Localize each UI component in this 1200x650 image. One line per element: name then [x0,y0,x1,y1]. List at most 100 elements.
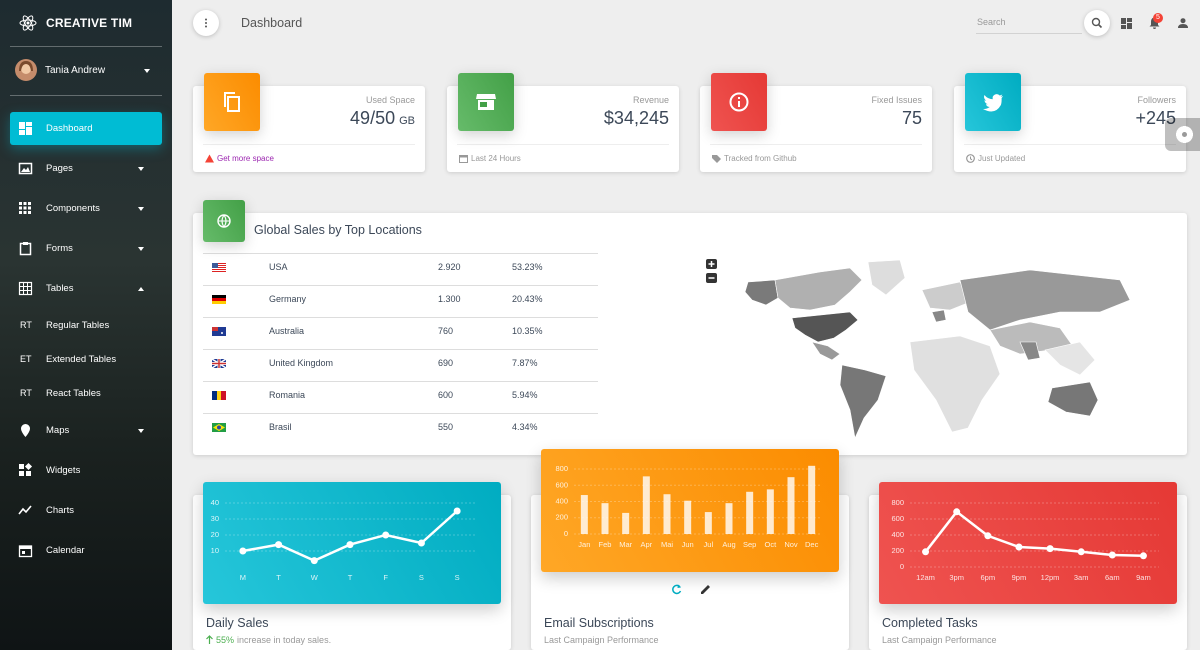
x-tick-label: 3am [1074,573,1089,582]
menu-item[interactable]: Calendar [10,534,162,567]
sales-share: 20.43% [512,294,543,304]
avatar-hair [19,61,33,71]
i [26,471,31,476]
g [738,101,740,107]
menu-item[interactable]: RT Regular Tables [10,309,162,342]
i [18,281,33,296]
x-tick-label: Dec [805,540,819,549]
y-tick-label: 400 [555,497,568,506]
point [239,547,247,555]
y-tick-label: 200 [891,546,904,555]
menu-item[interactable]: Forms [10,232,162,265]
menu-item[interactable]: Components [10,192,162,225]
edit-button[interactable] [700,584,711,595]
sales-amount: 690 [438,358,454,368]
stat-icon [458,73,514,131]
page-title[interactable]: Dashboard [241,16,303,30]
menu-icon [18,281,33,296]
stat-footer[interactable]: Get more space [217,154,274,163]
menu-item[interactable]: Charts [10,494,162,527]
caret-shape [144,69,150,73]
chart-subtitle: 55% increase in today sales. [206,635,331,645]
notification-badge[interactable]: 5 [1153,13,1163,23]
x-tick-label: Sep [743,540,756,549]
land [839,364,887,440]
world-map [706,259,1131,440]
sales-icon [203,200,245,242]
caret-shape [138,167,144,171]
land [931,309,947,323]
menu-item[interactable]: ET Extended Tables [10,343,162,376]
g [712,155,721,163]
i [19,206,22,210]
menu-abbr: RT [20,388,32,398]
i [1121,18,1126,24]
menu-icon [21,424,30,437]
globe-glyph [217,214,231,228]
point [346,541,354,549]
flag [212,327,226,336]
menu-item[interactable]: Widgets [10,454,162,487]
f [212,263,218,268]
x-tick-label: 9pm [1012,573,1027,582]
icon-glyph [729,92,749,112]
country: Germany [269,294,307,304]
g [701,585,710,594]
f [212,263,226,264]
i [23,242,28,245]
menu-item[interactable]: Dashboard [10,112,162,145]
menu-icon [18,162,33,175]
shoulders [1178,24,1188,28]
i [19,122,25,129]
divider [964,144,1176,145]
chart-subtitle: Last Campaign Performance [882,635,997,645]
profile-icon[interactable] [1178,18,1188,28]
f [212,301,226,304]
sales-amount: 1.300 [438,294,461,304]
x-tick-label: M [240,573,246,582]
menu-item[interactable]: Maps [10,414,162,447]
f [212,298,226,301]
menu-label: Extended Tables [46,354,117,365]
menu-item[interactable]: RT React Tables [10,377,162,410]
i [22,551,25,554]
footer-icon [712,155,721,163]
stat-value: $34,245 [604,108,669,129]
divider [203,144,415,145]
i [28,206,31,210]
bar [766,489,774,534]
x-tick-label: Mai [661,540,673,549]
x-tick-label: 12pm [1041,573,1060,582]
stat-value: 49/50 GB [350,108,415,129]
user-name[interactable]: Tania Andrew [45,65,106,76]
i [23,202,27,205]
menu-icon [19,202,31,214]
avatar [15,59,37,81]
f [212,327,218,331]
menu-label: Calendar [46,545,85,556]
menu-item[interactable]: Tables [10,272,162,305]
stat-number: +245 [1135,108,1176,128]
y-tick-label: 0 [564,529,568,538]
caret [138,429,144,433]
refresh-button[interactable] [671,584,682,595]
apps-icon[interactable] [1121,18,1132,29]
point [1046,545,1054,553]
i [19,242,32,256]
y-tick-label: 20 [211,530,219,539]
search-placeholder[interactable]: Search [977,17,1006,27]
icon-glyph [983,94,1003,112]
land [1047,381,1099,417]
x-tick-label: Aug [722,540,735,549]
menu-button[interactable] [193,10,219,36]
button-bg [1084,10,1110,36]
menu-item[interactable]: Pages [10,152,162,185]
bar [642,476,650,534]
search-button[interactable] [1084,10,1110,36]
point [1108,551,1116,559]
settings-toggle[interactable] [1165,118,1200,151]
logo-orbit [22,15,34,31]
stat-footer: Last 24 Hours [471,154,521,163]
brand-name[interactable]: CREATIVE TIM [46,16,133,30]
menu-icon [19,242,32,256]
